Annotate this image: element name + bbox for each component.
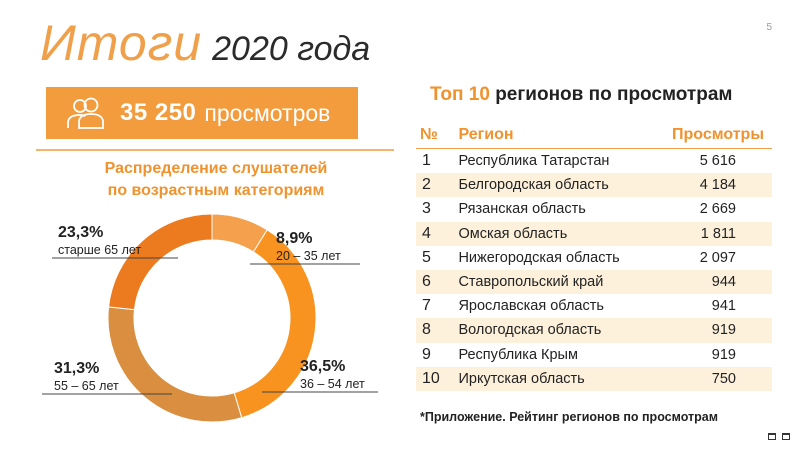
slice-category-label: 55 – 65 лет <box>54 379 119 393</box>
row-region: Ставропольский край <box>458 269 672 295</box>
table-row: 7 Ярославская область 941 <box>416 294 772 318</box>
views-banner: 35 250 просмотров <box>46 87 358 139</box>
row-region: Республика Татарстан <box>458 153 610 170</box>
slice-55-65 <box>107 306 243 423</box>
header-views: Просмотры <box>671 122 772 149</box>
row-number: 4 <box>416 221 459 246</box>
corner-icon-left <box>768 433 776 440</box>
slide-controls <box>768 433 790 440</box>
row-number: 7 <box>422 297 431 315</box>
title-accent: Итоги <box>40 15 203 71</box>
row-number: 2 <box>416 173 459 198</box>
row-views: 750 <box>671 366 772 391</box>
row-views: 5 616 <box>699 153 736 170</box>
regions-table: № Регион Просмотры 1 Республика Татарстан… <box>416 122 772 391</box>
row-number: 8 <box>416 318 459 343</box>
header-region: Регион <box>458 122 672 149</box>
row-views: 1 811 <box>671 221 772 246</box>
slice-percent-label: 8,9% <box>276 230 312 247</box>
slice-category-label: старше 65 лет <box>58 243 141 257</box>
corner-icon-right <box>782 433 790 440</box>
table-row: 9 Республика Крым 919 <box>416 343 772 367</box>
slice-percent-label: 31,3% <box>54 360 99 377</box>
table-title-prefix: Топ <box>430 84 464 105</box>
chart-title-line-1: Распределение слушателей <box>104 160 328 177</box>
row-views: 919 <box>711 346 736 363</box>
table-row: 5 Нижегородская область 2 097 <box>416 246 772 270</box>
row-region: Нижегородская область <box>458 249 620 266</box>
table-row: 8 Вологодская область 919 <box>416 318 772 343</box>
table-row: 4 Омская область 1 811 <box>416 221 772 246</box>
slice-category-label: 20 – 35 лет <box>276 249 341 263</box>
row-views: 2 669 <box>699 201 736 218</box>
row-views: 941 <box>711 298 736 315</box>
chart-title: Распределение слушателей по возрастным к… <box>36 158 396 202</box>
table-title-number: 10 <box>468 84 490 105</box>
row-region: Иркутская область <box>458 366 672 391</box>
row-region: Рязанская область <box>458 201 586 218</box>
page-number: 5 <box>766 22 772 33</box>
users-icon <box>67 97 104 129</box>
views-unit: просмотров <box>204 99 331 126</box>
row-region: Ярославская область <box>458 298 604 315</box>
row-number: 1 <box>422 152 431 170</box>
slide-title: Итоги 2020 года <box>40 14 370 74</box>
row-region: Омская область <box>458 221 672 246</box>
row-views: 944 <box>671 269 772 295</box>
table-title-suffix: регионов по просмотрам <box>495 84 733 105</box>
row-region: Вологодская область <box>458 318 672 343</box>
row-number: 9 <box>422 345 431 363</box>
table-row: 6 Ставропольский край 944 <box>416 269 772 295</box>
chart-title-line-2: по возрастным категориям <box>107 182 325 199</box>
table-title: Топ 10 регионов по просмотрам <box>430 84 732 106</box>
slice-category-label: 36 – 54 лет <box>300 377 365 391</box>
header-number: № <box>416 122 459 149</box>
slice-percent-label: 23,3% <box>58 224 103 241</box>
row-views: 2 097 <box>699 249 736 266</box>
table-row: 1 Республика Татарстан 5 616 <box>416 149 772 174</box>
table-header-row: № Регион Просмотры <box>416 122 772 149</box>
row-number: 3 <box>422 200 431 218</box>
row-number: 10 <box>416 366 459 391</box>
table-row: 2 Белгородская область 4 184 <box>416 173 772 198</box>
divider <box>36 149 394 151</box>
slice-percent-label: 36,5% <box>300 358 345 375</box>
slice-65-plus <box>108 213 213 311</box>
table-row: 10 Иркутская область 750 <box>416 366 772 391</box>
row-number: 5 <box>422 248 431 266</box>
views-count: 35 250 <box>120 99 197 126</box>
row-views: 4 184 <box>671 173 772 198</box>
row-number: 6 <box>416 269 459 295</box>
table-row: 3 Рязанская область 2 669 <box>416 197 772 221</box>
title-rest: 2020 года <box>212 30 371 68</box>
row-region: Белгородская область <box>458 173 672 198</box>
footnote: *Приложение. Рейтинг регионов по просмот… <box>420 410 718 424</box>
row-views: 919 <box>671 318 772 343</box>
row-region: Республика Крым <box>458 346 578 363</box>
